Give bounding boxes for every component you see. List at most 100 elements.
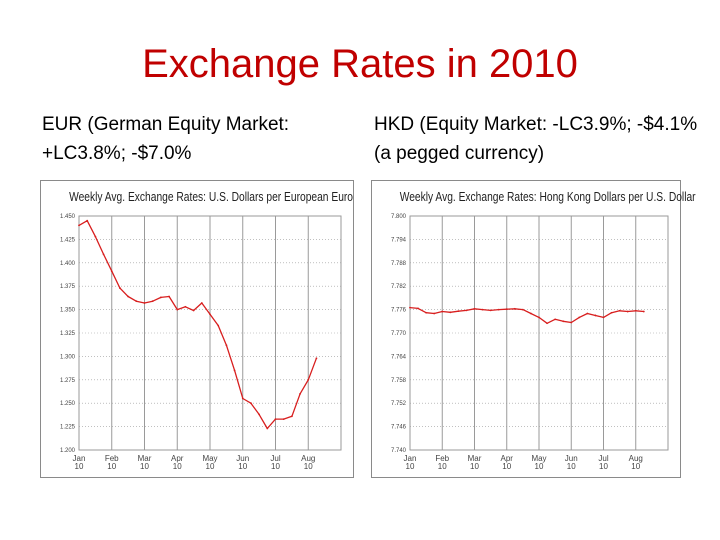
hkd-ytick-label: 7.794 (391, 237, 407, 243)
eur-xtick-label: 10 (304, 462, 313, 471)
eur-xtick-label: 10 (140, 462, 149, 471)
hkd-xtick-label: May (531, 454, 546, 463)
hkd-data-point (586, 312, 589, 315)
eur-data-point (94, 235, 97, 238)
hkd-data-point (610, 311, 613, 314)
eur-data-point (78, 224, 80, 227)
hkd-chart-title: Weekly Avg. Exchange Rates: Hong Kong Do… (399, 190, 696, 204)
eur-data-point (184, 305, 187, 308)
hkd-ytick-label: 7.752 (391, 401, 407, 407)
eur-data-point (200, 302, 203, 304)
eur-xtick-label: Mar (138, 454, 152, 463)
hkd-data-point (578, 316, 581, 319)
hkd-ytick-label: 7.782 (391, 284, 407, 290)
eur-ytick-label: 1.200 (60, 448, 76, 454)
eur-data-point (315, 357, 318, 360)
hkd-data-point (489, 309, 492, 312)
hkd-data-point (554, 318, 557, 321)
hkd-xtick-label: Mar (468, 454, 482, 463)
hkd-ytick-label: 7.758 (391, 378, 407, 384)
eur-xtick-label: Feb (105, 454, 119, 463)
hkd-xtick-label: 10 (502, 462, 511, 471)
hkd-data-point (513, 307, 516, 310)
hkd-data-point (409, 306, 411, 309)
hkd-data-point (521, 308, 524, 311)
hkd-data-point (634, 309, 637, 312)
hkd-chart: Weekly Avg. Exchange Rates: Hong Kong Do… (371, 180, 696, 478)
eur-data-point (250, 402, 252, 405)
eur-ytick-label: 1.375 (60, 284, 76, 290)
eur-ytick-label: 1.400 (60, 261, 76, 267)
hkd-data-point (473, 307, 476, 310)
hkd-ytick-label: 7.788 (391, 261, 407, 267)
eur-data-point (143, 302, 146, 304)
eur-data-point (151, 300, 154, 303)
eur-ytick-label: 1.275 (60, 378, 76, 384)
eur-xtick-label: Aug (301, 454, 315, 463)
eur-xtick-label: 10 (271, 462, 280, 471)
hkd-data-point (570, 321, 573, 324)
eur-data-point (266, 427, 269, 430)
eur-xtick-label: Jun (236, 454, 249, 463)
hkd-data-point (425, 311, 428, 314)
eur-ytick-label: 1.250 (60, 401, 76, 407)
hkd-data-point (481, 308, 484, 311)
hkd-ytick-label: 7.776 (391, 308, 407, 314)
hkd-xtick-label: Apr (501, 454, 514, 463)
eur-data-point (307, 378, 310, 381)
hkd-series-line (409, 306, 644, 324)
eur-xtick-label: Jan (73, 454, 86, 463)
eur-ytick-label: 1.450 (60, 214, 76, 220)
eur-data-point (176, 308, 179, 311)
eur-xtick-label: 10 (107, 462, 116, 471)
right-caption: HKD (Equity Market: -LC3.9%; -$4.1% (a p… (374, 114, 698, 164)
eur-data-point (274, 418, 277, 421)
eur-data-point (127, 295, 130, 298)
eur-data-point (159, 296, 162, 299)
eur-data-point (119, 287, 121, 289)
hkd-xtick-label: Jun (565, 454, 578, 463)
hkd-data-point (594, 314, 597, 317)
hkd-ytick-label: 7.800 (391, 214, 407, 220)
hkd-xtick-label: Aug (629, 454, 643, 463)
eur-data-point (225, 344, 228, 347)
eur-xtick-label: 10 (173, 462, 182, 471)
eur-ytick-label: 1.325 (60, 331, 76, 337)
hkd-data-point (530, 312, 532, 315)
left-caption: EUR (German Equity Market: +LC3.8%; -$7.… (42, 114, 290, 164)
hkd-data-point (505, 308, 508, 311)
hkd-ytick-label: 7.740 (391, 448, 407, 454)
eur-data-point (258, 413, 261, 416)
hkd-xtick-label: Jan (404, 454, 417, 463)
hkd-xtick-label: 10 (406, 462, 415, 471)
hkd-xtick-label: 10 (535, 462, 544, 471)
hkd-data-point (449, 311, 452, 314)
hkd-ytick-label: 7.746 (391, 425, 407, 431)
eur-ytick-label: 1.225 (60, 425, 76, 431)
hkd-ytick-label: 7.764 (391, 354, 407, 360)
hkd-xtick-label: Jul (598, 454, 608, 463)
hkd-data-point (562, 320, 565, 323)
eur-chart: Weekly Avg. Exchange Rates: U.S. Dollars… (40, 180, 354, 478)
eur-data-point (110, 270, 113, 273)
hkd-data-point (546, 322, 548, 325)
hkd-data-point (618, 309, 621, 312)
eur-xtick-label: May (202, 454, 217, 463)
eur-chart-title: Weekly Avg. Exchange Rates: U.S. Dollars… (69, 190, 354, 204)
eur-xtick-label: 10 (75, 462, 84, 471)
eur-data-point (217, 324, 220, 327)
hkd-data-point (642, 310, 645, 313)
eur-data-point (192, 309, 195, 312)
eur-data-point (86, 219, 89, 222)
hkd-data-point (417, 307, 419, 310)
hkd-xtick-label: 10 (631, 462, 640, 471)
eur-data-point (241, 397, 244, 400)
eur-data-point (135, 300, 138, 303)
hkd-data-point (465, 309, 468, 312)
eur-ytick-label: 1.350 (60, 308, 76, 314)
eur-series-line (78, 220, 318, 430)
eur-chart-plot: 1.450 1.425 1.400 1.375 1.350 1.325 1.300 1.275… (60, 214, 342, 471)
hkd-data-point (626, 310, 629, 313)
eur-xtick-label: 10 (238, 462, 247, 471)
eur-data-point (282, 418, 285, 421)
